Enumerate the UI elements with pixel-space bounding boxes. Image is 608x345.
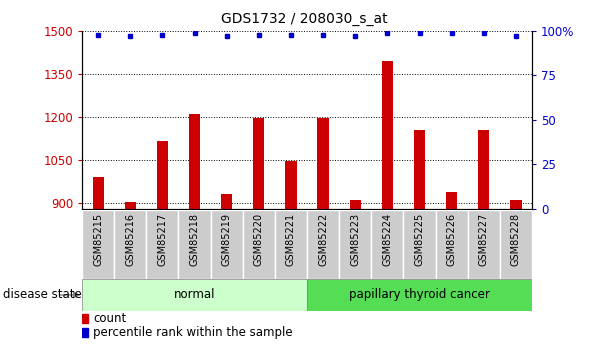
Bar xyxy=(157,141,168,209)
Bar xyxy=(114,210,147,279)
Text: papillary thyroid cancer: papillary thyroid cancer xyxy=(349,288,490,302)
Bar xyxy=(210,210,243,279)
Bar xyxy=(371,210,404,279)
Text: GSM85227: GSM85227 xyxy=(478,213,489,266)
Bar xyxy=(339,210,371,279)
Bar xyxy=(275,210,307,279)
Bar xyxy=(468,210,500,279)
Text: GSM85226: GSM85226 xyxy=(447,213,457,266)
Bar xyxy=(307,210,339,279)
Bar xyxy=(243,210,275,279)
Text: GSM85216: GSM85216 xyxy=(125,213,136,266)
Bar xyxy=(414,130,425,209)
Text: GDS1732 / 208030_s_at: GDS1732 / 208030_s_at xyxy=(221,12,387,26)
Text: GSM85218: GSM85218 xyxy=(190,213,199,266)
Text: disease state: disease state xyxy=(3,288,82,302)
Bar xyxy=(147,210,179,279)
Bar xyxy=(125,201,136,209)
Bar xyxy=(446,191,457,209)
Bar xyxy=(82,279,307,311)
Text: GSM85222: GSM85222 xyxy=(318,213,328,266)
Bar xyxy=(179,210,210,279)
Bar xyxy=(382,61,393,209)
Text: GSM85217: GSM85217 xyxy=(157,213,167,266)
Bar xyxy=(253,118,264,209)
Bar xyxy=(510,200,522,209)
Text: GSM85219: GSM85219 xyxy=(222,213,232,266)
Bar xyxy=(221,194,232,209)
Bar xyxy=(82,210,114,279)
Text: GSM85221: GSM85221 xyxy=(286,213,296,266)
Bar xyxy=(82,314,88,323)
Text: GSM85228: GSM85228 xyxy=(511,213,521,266)
Bar xyxy=(478,130,489,209)
Text: GSM85215: GSM85215 xyxy=(93,213,103,266)
Text: GSM85224: GSM85224 xyxy=(382,213,392,266)
Bar xyxy=(189,114,200,209)
Text: percentile rank within the sample: percentile rank within the sample xyxy=(93,326,293,339)
Text: normal: normal xyxy=(174,288,215,302)
Bar xyxy=(435,210,468,279)
Bar xyxy=(500,210,532,279)
Bar xyxy=(317,118,329,209)
Bar xyxy=(285,160,297,209)
Bar xyxy=(350,200,361,209)
Text: count: count xyxy=(93,312,126,325)
Text: GSM85220: GSM85220 xyxy=(254,213,264,266)
Bar xyxy=(404,210,435,279)
Bar xyxy=(307,279,532,311)
Bar xyxy=(92,177,104,209)
Text: GSM85225: GSM85225 xyxy=(415,213,424,266)
Bar xyxy=(82,328,88,337)
Text: GSM85223: GSM85223 xyxy=(350,213,361,266)
